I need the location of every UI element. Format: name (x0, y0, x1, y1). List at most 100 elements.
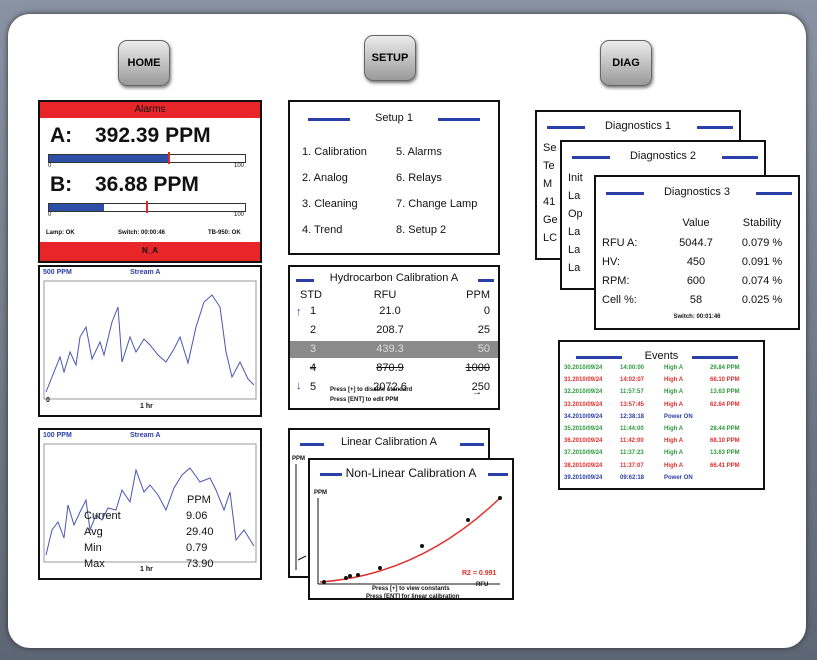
panel-title: Setup 1 (290, 112, 498, 124)
event-time: 11:37:07 (620, 463, 644, 469)
row-label: 41 (543, 196, 555, 208)
event-id: 35.2010/09/24 (564, 426, 602, 432)
event-time: 14:00:00 (620, 365, 644, 371)
event-time: 11:42:00 (620, 438, 644, 444)
event-id: 38.2010/09/24 (564, 463, 602, 469)
stream-label: Stream A (130, 432, 160, 439)
event-value: 68.10 PPM (710, 438, 740, 444)
span-label: 1 hr (140, 566, 153, 573)
plot (310, 460, 512, 598)
event-time: 12:38:18 (620, 414, 644, 420)
event-type: High A (664, 402, 683, 408)
scroll-down: ↓ (296, 380, 302, 392)
panel-title: Events (560, 350, 763, 362)
axis-label: 0 (46, 397, 50, 404)
range-label: 100 PPM (43, 432, 72, 439)
menu-item[interactable]: 6. Relays (396, 172, 442, 184)
event-type: High A (664, 389, 683, 395)
row-label: Te (543, 160, 555, 172)
menu-item[interactable]: 1. Calibration (302, 146, 367, 158)
event-time: 11:44:00 (620, 426, 644, 432)
range-label: 500 PPM (43, 269, 72, 276)
event-type: High A (664, 438, 683, 444)
event-time: 14:02:07 (620, 377, 644, 383)
event-value: 13.63 PPM (710, 389, 740, 395)
event-id: 39.2010/09/24 (564, 475, 602, 481)
table-cell: RFU A: (602, 237, 662, 249)
scroll-up: ↑ (296, 306, 302, 318)
menu-item[interactable]: 5. Alarms (396, 146, 442, 158)
menu-item[interactable]: 3. Cleaning (302, 198, 358, 210)
plot: ↑ ↓ → (290, 267, 498, 407)
event-type: High A (664, 377, 683, 383)
event-id: 34.2010/09/24 (564, 414, 602, 420)
event-time: 11:57:57 (620, 389, 644, 395)
table-cell: HV: (602, 256, 662, 268)
event-time: 13:57:45 (620, 402, 644, 408)
row-label: La (568, 262, 580, 274)
event-type: High A (664, 426, 683, 432)
table-cell: 5044.7 (666, 237, 726, 249)
stat-value: 0.79 (186, 542, 207, 554)
table-cell: 58 (666, 294, 726, 306)
panel-title: Alarms (40, 104, 260, 115)
event-value: 28.44 PPM (710, 426, 740, 432)
event-type: High A (664, 365, 683, 371)
event-id: 36.2010/09/24 (564, 438, 602, 444)
plot (40, 267, 260, 415)
level-fill (49, 155, 169, 162)
stream-label: Stream A (130, 269, 160, 276)
level-marker (168, 152, 170, 164)
row-label: La (568, 190, 580, 202)
event-value: 62.64 PPM (710, 402, 740, 408)
events-panel: Events30.2010/09/2414:00:00High A29.84 P… (558, 340, 765, 490)
menu-item[interactable]: 4. Trend (302, 224, 342, 236)
channel-label: B: (50, 173, 72, 197)
menu-item[interactable]: 7. Change Lamp (396, 198, 477, 210)
event-type: Power ON (664, 475, 693, 481)
table-cell: 0.091 % (732, 256, 792, 268)
nav-button[interactable]: HOME (118, 40, 170, 86)
panel-title: Diagnostics 1 (537, 120, 739, 132)
status-text: TB-950: OK (208, 230, 241, 236)
column-header: PPM (187, 494, 211, 506)
stat-name: Avg (84, 526, 103, 538)
panel-title: Diagnostics 2 (562, 150, 764, 162)
channel-label: A: (50, 124, 72, 148)
nav-button[interactable]: SETUP (364, 35, 416, 81)
trend-panel: 500 PPMStream A1 hr0 (38, 265, 262, 417)
row-label: Init (568, 172, 583, 184)
trend-panel: 100 PPM Stream A 1 hr PPM Current 9.06 Avg 29.4… (38, 428, 262, 580)
scale-label: 0 (48, 163, 51, 169)
level-fill (49, 204, 104, 211)
stat-name: Min (84, 542, 102, 554)
row-label: Op (568, 208, 583, 220)
table-cell: RPM: (602, 275, 662, 287)
event-id: 31.2010/09/24 (564, 377, 602, 383)
plot (40, 430, 260, 578)
stat-name: Current (84, 510, 121, 522)
event-value: 13.63 PPM (710, 450, 740, 456)
event-id: 33.2010/09/24 (564, 402, 602, 408)
footer-text: N_A (40, 246, 260, 255)
event-time: 09:62:18 (620, 475, 644, 481)
arrow: → (472, 387, 482, 398)
row-label: La (568, 244, 580, 256)
row-label: M (543, 178, 552, 190)
stat-value: 9.06 (186, 510, 207, 522)
menu-item[interactable]: 8. Setup 2 (396, 224, 446, 236)
screen: HOME SETUP DIAG Alarms A: 392.39 PPM 0 100 B: 36.… (0, 0, 817, 660)
column-header: Value (666, 217, 726, 229)
channel-value: 392.39 PPM (95, 124, 211, 148)
scale-label: 100 (234, 163, 244, 169)
event-value: 29.84 PPM (710, 365, 740, 371)
menu-item[interactable]: 2. Analog (302, 172, 348, 184)
nav-button[interactable]: DIAG (600, 40, 652, 86)
scale-label: 100 (234, 212, 244, 218)
stat-value: 29.40 (186, 526, 214, 538)
event-type: High A (664, 450, 683, 456)
setup-panel: Setup 1 1. Calibration 5. Alarms 2. Analog 6… (288, 100, 500, 255)
event-time: 11:37:23 (620, 450, 644, 456)
table-cell: Cell %: (602, 294, 662, 306)
